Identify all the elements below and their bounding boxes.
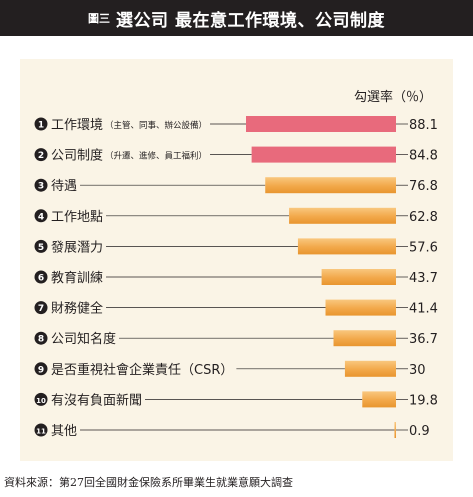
- rank-number: 5: [38, 243, 44, 253]
- category-label: 公司制度: [51, 148, 103, 164]
- value-label: 88.1: [409, 118, 438, 133]
- value-label: 43.7: [409, 271, 438, 286]
- category-note: （主管、同事、辦公設備）: [105, 120, 207, 131]
- rank-badge: [34, 148, 48, 162]
- value-axis-label: 勾選率（％）: [354, 89, 432, 105]
- value-label: 30: [409, 363, 426, 378]
- rank-badge: [34, 301, 48, 315]
- category-note: （升遷、進修、員工福利）: [105, 151, 207, 162]
- bar: [251, 146, 396, 163]
- category-label: 工作地點: [51, 210, 103, 225]
- value-label: 84.8: [409, 149, 438, 164]
- value-label: 62.8: [409, 210, 438, 225]
- rank-number: 3: [38, 182, 44, 192]
- rank-badge: [34, 423, 48, 437]
- value-label: 19.8: [409, 393, 438, 408]
- bar: [321, 269, 396, 285]
- rank-number: 6: [38, 274, 44, 284]
- bar: [333, 330, 396, 347]
- chart-title: 選公司 最在意工作環境、公司制度: [116, 10, 385, 31]
- category-label: 教育訓練: [51, 270, 103, 286]
- rank-badge: [34, 362, 48, 376]
- bar: [325, 299, 396, 316]
- value-label: 0.9: [409, 424, 430, 439]
- bar: [362, 391, 396, 408]
- rank-badge: [34, 239, 48, 253]
- rank-badge: [34, 178, 48, 192]
- bar: [297, 238, 396, 255]
- rank-badge: [34, 331, 48, 345]
- category-label: 是否重視社會企業責任（CSR）: [51, 362, 233, 378]
- category-label: 其他: [51, 424, 77, 439]
- rank-badge: [34, 270, 48, 284]
- category-label: 待遇: [51, 179, 77, 194]
- rank-number: 2: [38, 151, 44, 161]
- bar: [344, 360, 396, 377]
- category-label: 有沒有負面新聞: [51, 392, 142, 408]
- rank-number: 11: [36, 428, 46, 436]
- category-label: 財務健全: [51, 301, 103, 317]
- figure-tag: 圖三: [88, 12, 111, 25]
- bar-rows: 1 工作環境 （主管、同事、辦公設備） 88.12 公司制度 （升遷、進修、員工福利） 84…: [34, 116, 438, 439]
- value-label: 57.6: [409, 240, 438, 255]
- bar: [394, 422, 396, 438]
- category-label: 工作環境: [51, 118, 103, 133]
- rank-number: 4: [38, 212, 44, 222]
- rank-badge: [34, 117, 48, 131]
- value-label: 41.4: [409, 302, 438, 317]
- rank-badge: [34, 209, 48, 223]
- category-label: 發展潛力: [51, 240, 103, 255]
- value-label: 36.7: [409, 332, 438, 347]
- bar: [246, 116, 396, 132]
- category-label: 公司知名度: [51, 331, 116, 347]
- source-note: 資料來源：第27回全國財金保險系所畢業生就業意願大調查: [4, 476, 293, 489]
- rank-number: 7: [38, 304, 44, 314]
- rank-number: 1: [38, 121, 44, 131]
- rank-number: 8: [38, 335, 44, 345]
- value-label: 76.8: [409, 179, 438, 194]
- rank-number: 9: [38, 365, 44, 375]
- chart-header: 圖三 選公司 最在意工作環境、公司制度: [0, 0, 473, 36]
- rank-number: 10: [36, 397, 46, 405]
- rank-badge: [34, 392, 48, 406]
- bar: [289, 207, 396, 224]
- bar: [265, 177, 396, 194]
